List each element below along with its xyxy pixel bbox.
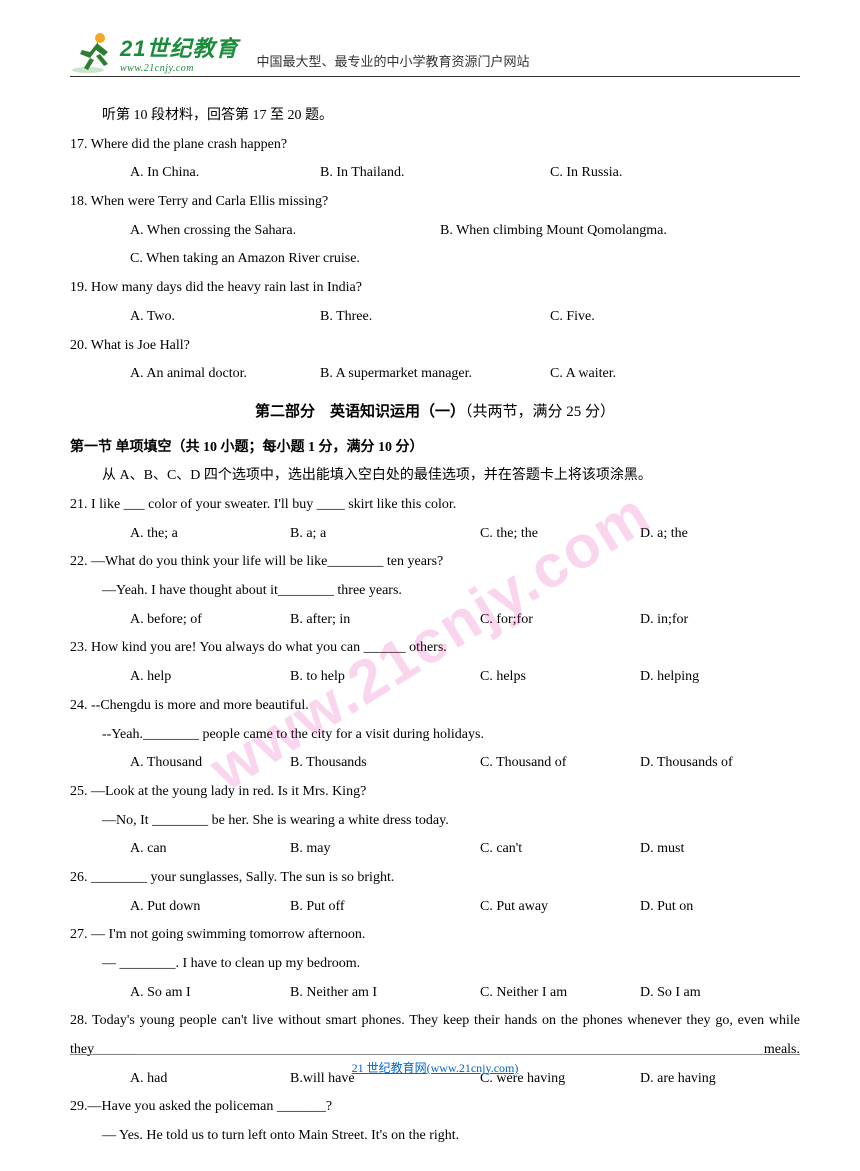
- q22-opt-c: C. for;for: [480, 606, 640, 635]
- q24-opt-c: C. Thousand of: [480, 749, 640, 778]
- page-header: 21世纪教育 www.21cnjy.com 中国最大型、最专业的中小学教育资源门…: [70, 30, 800, 77]
- section-2-title-rest: （共两节，满分 25 分）: [465, 404, 615, 420]
- content-body: 听第 10 段材料，回答第 17 至 20 题。 17. Where did t…: [70, 102, 800, 1151]
- q20-opt-b: B. A supermarket manager.: [320, 360, 550, 389]
- q17-opt-a: A. In China.: [130, 159, 320, 188]
- q22-opt-b: B. after; in: [290, 606, 480, 635]
- q26-stem: 26. ________ your sunglasses, Sally. The…: [70, 864, 800, 893]
- q26-opt-c: C. Put away: [480, 893, 640, 922]
- section-2-title: 第二部分 英语知识运用（一）（共两节，满分 25 分）: [70, 397, 800, 428]
- q29-stem-2: — Yes. He told us to turn left onto Main…: [70, 1122, 800, 1151]
- q17-opt-c: C. In Russia.: [550, 159, 622, 188]
- q21-opt-d: D. a; the: [640, 520, 688, 549]
- q25-stem-2: —No, It ________ be her. She is wearing …: [70, 807, 800, 836]
- q22-stem-1: 22. —What do you think your life will be…: [70, 548, 800, 577]
- q18-stem: 18. When were Terry and Carla Ellis miss…: [70, 188, 800, 217]
- subsection-1-instruction: 从 A、B、C、D 四个选项中，选出能填入空白处的最佳选项，并在答题卡上将该项涂…: [70, 462, 800, 491]
- q24-options: A. Thousand B. Thousands C. Thousand of …: [70, 749, 800, 778]
- q19-opt-c: C. Five.: [550, 303, 595, 332]
- q20-opt-a: A. An animal doctor.: [130, 360, 320, 389]
- q27-opt-d: D. So I am: [640, 979, 701, 1008]
- q23-stem: 23. How kind you are! You always do what…: [70, 634, 800, 663]
- q25-opt-d: D. must: [640, 835, 684, 864]
- q21-stem: 21. I like ___ color of your sweater. I'…: [70, 491, 800, 520]
- q20-options: A. An animal doctor. B. A supermarket ma…: [70, 360, 800, 389]
- q21-opt-c: C. the; the: [480, 520, 640, 549]
- q20-opt-c: C. A waiter.: [550, 360, 616, 389]
- q19-options: A. Two. B. Three. C. Five.: [70, 303, 800, 332]
- section-2-title-bold: 第二部分 英语知识运用（一）: [255, 404, 465, 420]
- q26-opt-d: D. Put on: [640, 893, 693, 922]
- header-slogan: 中国最大型、最专业的中小学教育资源门户网站: [256, 51, 529, 74]
- q20-stem: 20. What is Joe Hall?: [70, 332, 800, 361]
- q21-opt-a: A. the; a: [130, 520, 290, 549]
- q17-opt-b: B. In Thailand.: [320, 159, 550, 188]
- q23-opt-d: D. helping: [640, 663, 699, 692]
- q19-opt-b: B. Three.: [320, 303, 550, 332]
- q18-options-1: A. When crossing the Sahara. B. When cli…: [70, 217, 800, 246]
- q23-opt-b: B. to help: [290, 663, 480, 692]
- q25-stem-1: 25. —Look at the young lady in red. Is i…: [70, 778, 800, 807]
- q24-opt-d: D. Thousands of: [640, 749, 733, 778]
- q18-opt-a: A. When crossing the Sahara.: [130, 217, 440, 246]
- q19-stem: 19. How many days did the heavy rain las…: [70, 274, 800, 303]
- logo-title: 21世纪教育: [120, 31, 238, 63]
- q27-stem-2: — ________. I have to clean up my bedroo…: [70, 950, 800, 979]
- q18-opt-c: C. When taking an Amazon River cruise.: [70, 245, 800, 274]
- q25-opt-a: A. can: [130, 835, 290, 864]
- q17-stem: 17. Where did the plane crash happen?: [70, 131, 800, 160]
- q25-options: A. can B. may C. can't D. must: [70, 835, 800, 864]
- q22-options: A. before; of B. after; in C. for;for D.…: [70, 606, 800, 635]
- q24-stem-1: 24. --Chengdu is more and more beautiful…: [70, 692, 800, 721]
- q23-opt-a: A. help: [130, 663, 290, 692]
- q23-opt-c: C. helps: [480, 663, 640, 692]
- q22-opt-a: A. before; of: [130, 606, 290, 635]
- footer-link[interactable]: (www.21cnjy.com): [427, 1061, 519, 1075]
- q23-options: A. help B. to help C. helps D. helping: [70, 663, 800, 692]
- logo: 21世纪教育 www.21cnjy.com: [70, 30, 238, 74]
- page-footer: 21 世纪教育网(www.21cnjy.com): [70, 1054, 800, 1076]
- q26-options: A. Put down B. Put off C. Put away D. Pu…: [70, 893, 800, 922]
- q25-opt-c: C. can't: [480, 835, 640, 864]
- subsection-1-title: 第一节 单项填空（共 10 小题；每小题 1 分，满分 10 分）: [70, 434, 800, 463]
- footer-text: 21 世纪教育网: [352, 1061, 427, 1075]
- q27-opt-a: A. So am I: [130, 979, 290, 1008]
- q29-stem-1: 29.—Have you asked the policeman _______…: [70, 1093, 800, 1122]
- q19-opt-a: A. Two.: [130, 303, 320, 332]
- q24-opt-a: A. Thousand: [130, 749, 290, 778]
- q27-opt-c: C. Neither I am: [480, 979, 640, 1008]
- q21-options: A. the; a B. a; a C. the; the D. a; the: [70, 520, 800, 549]
- logo-url: www.21cnjy.com: [120, 63, 238, 74]
- q25-opt-b: B. may: [290, 835, 480, 864]
- listening-intro: 听第 10 段材料，回答第 17 至 20 题。: [70, 102, 800, 131]
- q22-stem-2: —Yeah. I have thought about it________ t…: [70, 577, 800, 606]
- q24-stem-2: --Yeah.________ people came to the city …: [70, 721, 800, 750]
- runner-icon: [70, 30, 118, 74]
- q26-opt-b: B. Put off: [290, 893, 480, 922]
- q17-options: A. In China. B. In Thailand. C. In Russi…: [70, 159, 800, 188]
- q24-opt-b: B. Thousands: [290, 749, 480, 778]
- q18-opt-b: B. When climbing Mount Qomolangma.: [440, 217, 667, 246]
- q22-opt-d: D. in;for: [640, 606, 688, 635]
- q27-stem-1: 27. — I'm not going swimming tomorrow af…: [70, 921, 800, 950]
- q26-opt-a: A. Put down: [130, 893, 290, 922]
- q27-opt-b: B. Neither am I: [290, 979, 480, 1008]
- q27-options: A. So am I B. Neither am I C. Neither I …: [70, 979, 800, 1008]
- q21-opt-b: B. a; a: [290, 520, 480, 549]
